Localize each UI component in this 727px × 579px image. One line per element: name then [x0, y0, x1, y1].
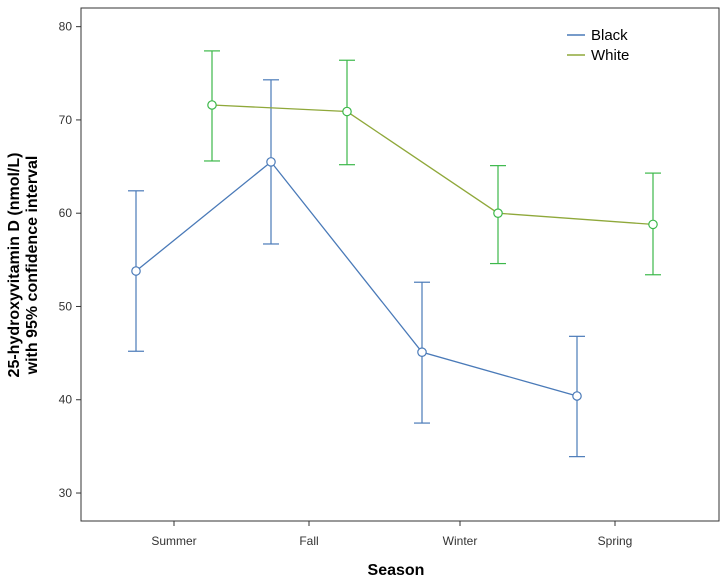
legend-label-white: White: [591, 47, 629, 64]
series-line-black: [135, 160, 578, 397]
data-point-black: [266, 157, 276, 167]
y-tick-label: 40: [59, 393, 73, 407]
x-tick-label: Winter: [443, 534, 478, 548]
data-point-white: [493, 208, 503, 218]
legend-label-black: Black: [591, 27, 628, 44]
series-layer: [128, 50, 661, 458]
data-point-black: [417, 347, 427, 357]
data-point-white: [207, 100, 217, 110]
x-tick-label: Summer: [151, 534, 196, 548]
data-point-black: [131, 266, 141, 276]
x-axis-ticks: Summer Fall Winter Spring: [151, 521, 632, 548]
x-tick-label: Spring: [598, 534, 633, 548]
x-tick-label: Fall: [299, 534, 318, 548]
x-axis-title: Season: [368, 562, 425, 579]
legend: Black White: [567, 27, 629, 64]
y-tick-label: 30: [59, 486, 73, 500]
y-tick-label: 50: [59, 299, 73, 313]
data-point-black: [572, 391, 582, 401]
data-point-white: [648, 219, 658, 230]
series-line-white: [211, 104, 654, 226]
plot-area: [80, 7, 720, 522]
y-axis-ticks: 30 40 50 60 70 80: [59, 20, 81, 500]
y-tick-label: 60: [59, 206, 73, 220]
y-axis-title-line1: 25-hydroxyvitamin D (nmol/L): [6, 153, 23, 378]
y-tick-label: 80: [59, 20, 73, 34]
y-axis-title-line2: with 95% confidence interval: [24, 156, 41, 376]
data-point-white: [342, 106, 352, 117]
y-tick-label: 70: [59, 113, 73, 127]
